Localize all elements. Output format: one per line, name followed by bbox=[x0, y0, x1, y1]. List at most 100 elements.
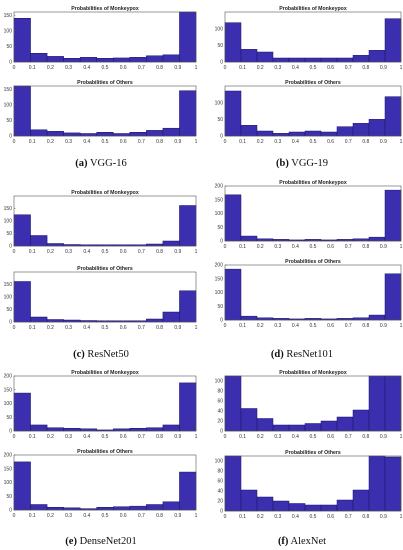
x-tick-label: 0.1 bbox=[239, 514, 246, 520]
histogram-bar bbox=[30, 129, 48, 137]
y-tick-label: 50 bbox=[6, 118, 12, 124]
histogram-bar bbox=[224, 455, 242, 512]
y-tick-label: 100 bbox=[4, 295, 13, 301]
histogram-bar bbox=[352, 489, 370, 512]
histogram-bar bbox=[146, 130, 164, 137]
x-tick-label: 0.7 bbox=[345, 139, 352, 145]
x-tick-label: 0.2 bbox=[47, 513, 54, 519]
histogram-bar bbox=[288, 424, 306, 432]
histogram-bar bbox=[272, 133, 290, 137]
chart-panel: Probabilities of Others 0 0.1 0.2 0.3 0.4 0.5 0… bbox=[215, 450, 403, 520]
histogram-bar bbox=[272, 500, 290, 512]
x-tick-label: 1 bbox=[195, 65, 198, 71]
y-tick-label: 100 bbox=[215, 100, 224, 106]
x-tick-label: 0.5 bbox=[102, 434, 109, 440]
histogram-bar bbox=[46, 56, 64, 63]
x-tick-label: 0.8 bbox=[362, 323, 369, 329]
x-tick-label: 0.8 bbox=[156, 249, 163, 255]
x-tick-label: 0 bbox=[13, 513, 16, 519]
chart-panel: Probabilities of Others 0 0.1 0.2 0.3 0.4 0.5 0… bbox=[4, 266, 198, 331]
caption-b: (b) VGG-19 bbox=[202, 158, 402, 169]
x-tick-label: 0.7 bbox=[345, 244, 352, 250]
x-tick-label: 0.7 bbox=[345, 434, 352, 440]
x-tick-label: 0.4 bbox=[83, 325, 90, 331]
histogram-bar bbox=[240, 408, 258, 432]
histogram-bar bbox=[352, 409, 370, 432]
x-tick-label: 0.4 bbox=[83, 139, 90, 145]
histogram-bar bbox=[162, 311, 180, 323]
x-tick-label: 0.7 bbox=[138, 249, 145, 255]
histogram-bar bbox=[13, 214, 31, 247]
y-tick-label: 100 bbox=[4, 28, 13, 34]
y-tick-label: 50 bbox=[6, 494, 12, 500]
chart-panel: Probabilities of Monkeypox 0 0.1 0.2 0.3 0.4 0… bbox=[4, 370, 198, 440]
y-tick-label: 50 bbox=[217, 304, 223, 310]
histogram-bar bbox=[256, 130, 274, 137]
histogram-bar bbox=[46, 319, 64, 323]
histogram-bar bbox=[256, 418, 274, 432]
histogram-bar bbox=[368, 50, 386, 63]
histogram-bar bbox=[352, 317, 370, 321]
y-tick-label: 80 bbox=[217, 469, 223, 475]
x-tick-label: 0.6 bbox=[327, 139, 334, 145]
x-tick-label: 0 bbox=[13, 139, 16, 145]
histogram-bar bbox=[272, 57, 290, 63]
histogram-bar bbox=[79, 57, 97, 63]
y-tick-label: 40 bbox=[217, 489, 223, 495]
histogram-bar bbox=[179, 290, 197, 323]
histogram-bar bbox=[30, 504, 48, 511]
histogram-bar bbox=[224, 22, 242, 63]
x-tick-label: 0.2 bbox=[47, 249, 54, 255]
histogram-bar bbox=[240, 125, 258, 137]
histogram-bar bbox=[256, 238, 274, 242]
caption-letter: (e) bbox=[65, 536, 77, 547]
chart-panel: Probabilities of Monkeypox 0 0.1 0.2 0.3 0.4 0… bbox=[215, 370, 403, 440]
x-tick-label: 0.1 bbox=[29, 65, 36, 71]
y-tick-label: 100 bbox=[215, 459, 224, 465]
y-tick-label: 150 bbox=[4, 466, 13, 472]
x-tick-label: 0 bbox=[224, 434, 227, 440]
x-tick-label: 0.2 bbox=[257, 244, 264, 250]
y-tick-label: 100 bbox=[4, 102, 13, 108]
caption-d: (d) ResNet101 bbox=[202, 349, 402, 360]
x-tick-label: 0.3 bbox=[65, 434, 72, 440]
chart-title: Probabilities of Others bbox=[285, 259, 341, 265]
histogram-bar bbox=[13, 281, 31, 323]
x-tick-label: 0.5 bbox=[102, 513, 109, 519]
x-tick-label: 0.8 bbox=[156, 513, 163, 519]
histogram-bar bbox=[63, 428, 81, 432]
x-tick-label: 0.3 bbox=[274, 434, 281, 440]
x-tick-label: 0 bbox=[13, 434, 16, 440]
histogram-bar bbox=[30, 53, 48, 63]
histogram-bar bbox=[146, 504, 164, 511]
caption-model: AlexNet bbox=[290, 536, 327, 547]
histogram-bar bbox=[129, 132, 147, 137]
histogram-bar bbox=[162, 240, 180, 247]
caption-letter: (b) bbox=[275, 158, 289, 169]
x-tick-label: 0.7 bbox=[138, 434, 145, 440]
histogram-bar bbox=[162, 424, 180, 432]
caption-f: (f) AlexNet bbox=[202, 536, 402, 547]
y-tick-label: 150 bbox=[215, 276, 224, 282]
y-tick-label: 80 bbox=[217, 389, 223, 395]
x-tick-label: 0.4 bbox=[292, 139, 299, 145]
x-tick-label: 0 bbox=[13, 249, 16, 255]
histogram-bar bbox=[224, 90, 242, 137]
y-tick-label: 0 bbox=[220, 239, 223, 245]
x-tick-label: 0.6 bbox=[120, 65, 127, 71]
y-tick-label: 0 bbox=[220, 318, 223, 324]
x-tick-label: 0.1 bbox=[29, 434, 36, 440]
histogram-bar bbox=[46, 243, 64, 247]
x-tick-label: 0.4 bbox=[292, 65, 299, 71]
histogram-bar bbox=[256, 317, 274, 321]
histogram-bar bbox=[384, 456, 402, 512]
x-tick-label: 0.4 bbox=[292, 323, 299, 329]
histogram-bar bbox=[46, 131, 64, 137]
histogram-bar bbox=[336, 126, 354, 137]
x-tick-label: 0.3 bbox=[65, 249, 72, 255]
y-tick-label: 150 bbox=[4, 282, 13, 288]
histogram-bar bbox=[179, 90, 197, 137]
histogram-bar bbox=[162, 54, 180, 63]
x-tick-label: 0.5 bbox=[310, 434, 317, 440]
x-tick-label: 0 bbox=[224, 244, 227, 250]
